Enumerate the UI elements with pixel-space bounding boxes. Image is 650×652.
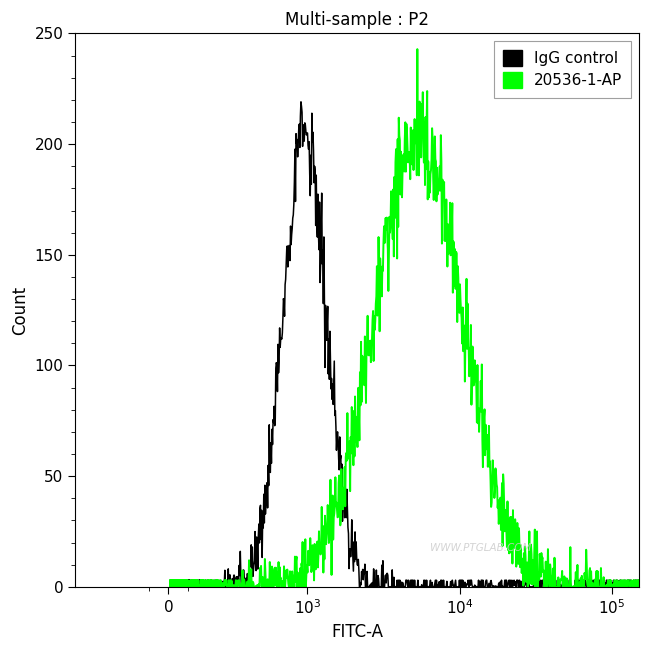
X-axis label: FITC-A: FITC-A — [331, 623, 383, 641]
Y-axis label: Count: Count — [11, 286, 29, 334]
Text: WWW.PTGLAB.COM: WWW.PTGLAB.COM — [430, 543, 532, 553]
Legend: IgG control, 20536-1-AP: IgG control, 20536-1-AP — [494, 41, 631, 98]
Title: Multi-sample : P2: Multi-sample : P2 — [285, 11, 429, 29]
